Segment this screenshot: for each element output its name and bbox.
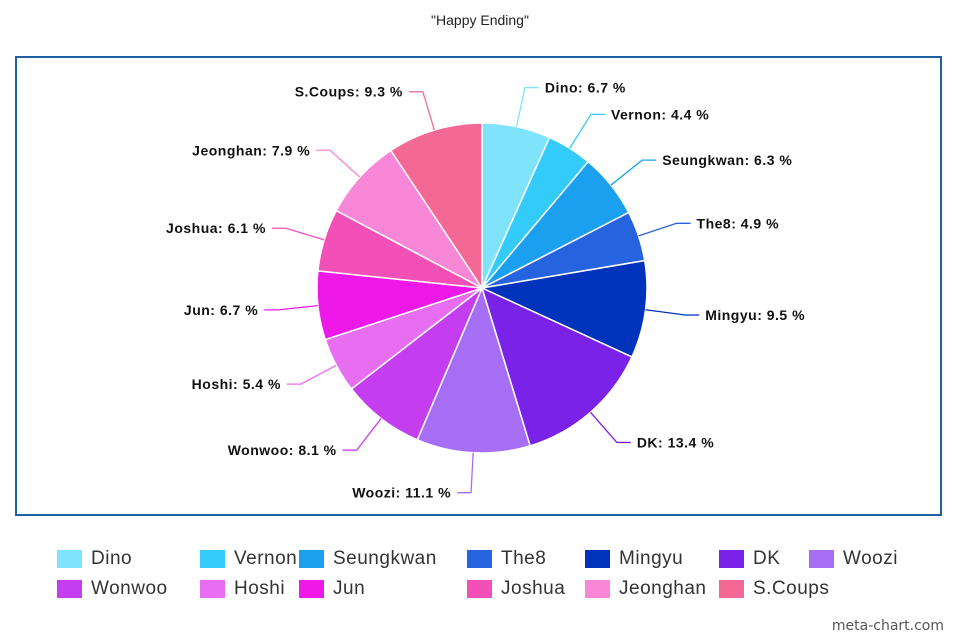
legend-label: Hoshi — [234, 578, 286, 599]
data-label-mingyu: Mingyu: 9.5 % — [705, 307, 805, 323]
data-label-jun: Jun: 6.7 % — [184, 302, 258, 318]
leader-line-seungkwan — [610, 159, 657, 186]
legend-item-joshua[interactable]: Joshua — [467, 577, 565, 601]
legend-item-hoshi[interactable]: Hoshi — [200, 577, 285, 601]
legend-item-s-coups[interactable]: S.Coups — [719, 577, 829, 601]
legend-item-seungkwan[interactable]: Seungkwan — [299, 547, 437, 571]
legend-item-dk[interactable]: DK — [719, 547, 780, 571]
legend-label: The8 — [501, 548, 547, 569]
leader-line-hoshi — [286, 364, 337, 385]
leader-line-joshua — [271, 227, 325, 241]
legend-swatch — [299, 550, 324, 568]
legend-swatch — [467, 550, 492, 568]
leader-line-dino — [515, 86, 539, 127]
legend-label: Jun — [333, 578, 366, 599]
leader-line-jun — [264, 304, 319, 311]
credit-text: meta-chart.com — [831, 618, 944, 634]
legend-item-woozi[interactable]: Woozi — [809, 547, 898, 571]
legend: Dino Vernon Seungkwan The8 Mingyu DK Woozi Wonw… — [57, 547, 937, 607]
data-label-wonwoo: Wonwoo: 8.1 % — [228, 442, 337, 458]
data-label-joshua: Joshua: 6.1 % — [166, 220, 266, 236]
legend-item-vernon[interactable]: Vernon — [200, 547, 297, 571]
legend-label: Dino — [91, 548, 133, 569]
legend-row: Wonwoo Hoshi Jun Joshua Jeonghan S.Coups — [57, 577, 937, 607]
data-label-dk: DK: 13.4 % — [637, 434, 714, 450]
legend-swatch — [809, 550, 834, 568]
legend-item-the8[interactable]: The8 — [467, 547, 546, 571]
legend-swatch — [57, 550, 82, 568]
legend-swatch — [719, 550, 744, 568]
legend-swatch — [200, 550, 225, 568]
legend-swatch — [299, 580, 324, 598]
leader-line-the8 — [638, 222, 691, 237]
data-label-vernon: Vernon: 4.4 % — [611, 106, 709, 122]
legend-label: Seungkwan — [333, 548, 437, 569]
legend-row: Dino Vernon Seungkwan The8 Mingyu DK Woozi — [57, 547, 937, 577]
legend-item-mingyu[interactable]: Mingyu — [585, 547, 683, 571]
leader-line-jeonghan — [316, 149, 361, 178]
pie-chart: Dino: 6.7 % Vernon: 4.4 % Seungkwan: 6.3 %… — [166, 80, 805, 501]
legend-swatch — [719, 580, 744, 598]
legend-swatch — [585, 580, 610, 598]
data-label-dino: Dino: 6.7 % — [545, 80, 626, 96]
data-label-seungkwan: Seungkwan: 6.3 % — [662, 152, 792, 168]
chart-title: "Happy Ending" — [431, 12, 529, 28]
data-label-hoshi: Hoshi: 5.4 % — [192, 376, 281, 392]
legend-item-jun[interactable]: Jun — [299, 577, 365, 601]
legend-swatch — [585, 550, 610, 568]
leader-line-wonwoo — [342, 418, 382, 451]
leader-line-vernon — [569, 113, 605, 149]
legend-label: Wonwoo — [91, 578, 168, 599]
legend-label: S.Coups — [753, 578, 830, 599]
data-label-woozi: Woozi: 11.1 % — [352, 485, 451, 501]
plot-area: Dino: 6.7 % Vernon: 4.4 % Seungkwan: 6.3 %… — [15, 56, 942, 516]
data-label-s-coups: S.Coups: 9.3 % — [295, 84, 403, 100]
legend-swatch — [57, 580, 82, 598]
legend-swatch — [200, 580, 225, 598]
pie-slice-woozi[interactable] — [416, 285, 532, 454]
legend-label: Vernon — [234, 548, 298, 569]
data-label-the8: The8: 4.9 % — [697, 215, 780, 231]
legend-label: Joshua — [501, 578, 566, 599]
legend-item-dino[interactable]: Dino — [57, 547, 132, 571]
leader-line-dk — [590, 411, 631, 444]
legend-item-wonwoo[interactable]: Wonwoo — [57, 577, 168, 601]
legend-swatch — [467, 580, 492, 598]
leader-line-s-coups — [408, 91, 436, 131]
legend-label: Woozi — [843, 548, 898, 569]
legend-label: DK — [753, 548, 781, 569]
data-label-jeonghan: Jeonghan: 7.9 % — [192, 142, 310, 158]
legend-item-jeonghan[interactable]: Jeonghan — [585, 577, 706, 601]
leader-line-mingyu — [645, 309, 700, 316]
legend-label: Mingyu — [619, 548, 684, 569]
leader-line-woozi — [457, 452, 474, 494]
legend-label: Jeonghan — [619, 578, 707, 599]
